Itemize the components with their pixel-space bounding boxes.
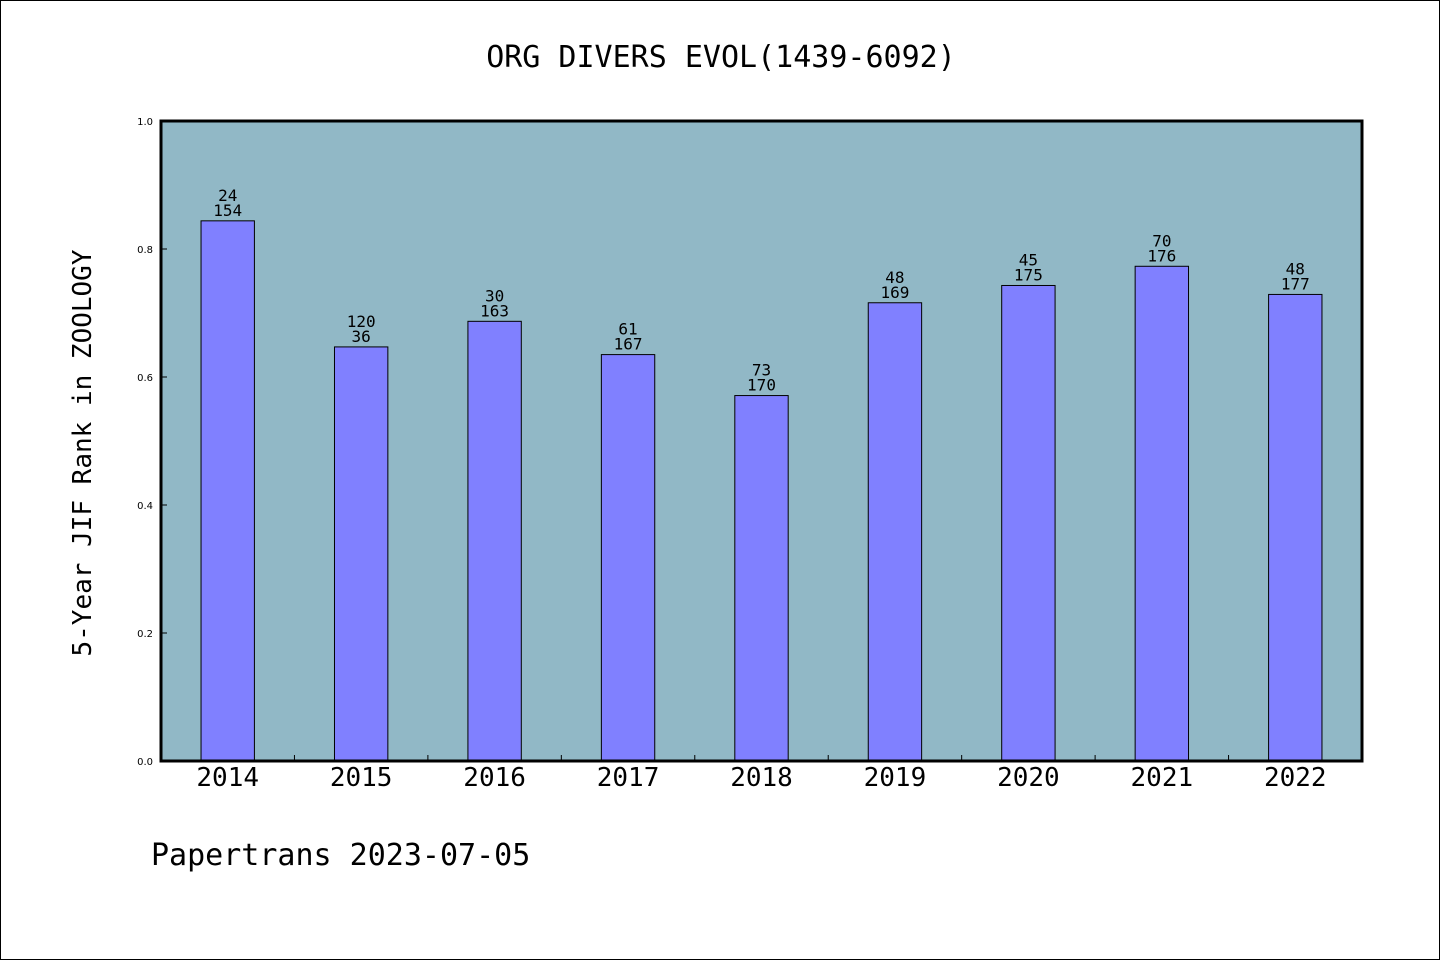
y-tick-label-0.0: 0.0	[137, 757, 153, 768]
bar-2021	[1134, 265, 1190, 762]
chart-title: ORG DIVERS EVOL(1439-6092)	[486, 40, 956, 75]
bar-label-bottom-2015: 36	[352, 327, 371, 346]
y-tick-label-0.2: 0.2	[137, 629, 153, 640]
bar-label-bottom-2018: 170	[747, 376, 776, 395]
bar-label-top-2021: 70	[1152, 231, 1171, 250]
x-tick-label-2015: 2015	[330, 763, 393, 793]
y-tick-label-0.8: 0.8	[137, 245, 153, 256]
bar-2022	[1268, 293, 1323, 762]
bar-label-bottom-2019: 169	[880, 283, 909, 302]
bar-label-top-2016: 30	[485, 286, 504, 305]
bar-label-top-2020: 45	[1019, 250, 1038, 269]
bar-label-top-2022: 48	[1286, 259, 1305, 278]
bar-2016	[467, 320, 522, 762]
x-tick-label-2014: 2014	[196, 763, 259, 793]
bar-2014	[200, 220, 255, 762]
y-tick-label-1.0: 1.0	[137, 117, 153, 128]
x-tick-label-2016: 2016	[463, 763, 526, 793]
y-axis-label: 5-Year JIF Rank in ZOOLOGY	[68, 249, 98, 656]
bar-2018	[734, 395, 789, 762]
plot-border	[159, 119, 1364, 763]
x-tick-label-2019: 2019	[864, 763, 927, 793]
x-tick-label-2018: 2018	[730, 763, 793, 793]
bar-label-top-2018: 73	[752, 361, 771, 380]
bar-2019	[867, 302, 923, 762]
x-tick-label-2022: 2022	[1264, 763, 1327, 793]
bar-label-bottom-2022: 177	[1281, 274, 1310, 293]
x-tick-label-2021: 2021	[1131, 763, 1194, 793]
bar-labels-layer: 2415412036301636116773170481694517570176…	[213, 186, 1309, 395]
bar-label-top-2014: 24	[218, 186, 237, 205]
y-tick-label-0.6: 0.6	[137, 373, 153, 384]
ticks-layer: 2014 2015 2016 2017 2018 2019 2020 2021 2022 0.0 0…	[137, 117, 1326, 793]
x-tick-label-2020: 2020	[997, 763, 1060, 793]
bar-label-bottom-2021: 176	[1147, 246, 1176, 265]
bar-2020	[1001, 284, 1056, 762]
bar-2015	[333, 346, 389, 762]
y-tick-label-0.4: 0.4	[137, 501, 153, 512]
bar-label-top-2019: 48	[885, 268, 904, 287]
bar-label-bottom-2014: 154	[213, 201, 242, 220]
bar-label-bottom-2016: 163	[480, 301, 509, 320]
x-tick-label-2017: 2017	[597, 763, 660, 793]
bar-label-bottom-2020: 175	[1014, 265, 1043, 284]
bar-label-bottom-2017: 167	[614, 335, 643, 354]
bar-label-top-2017: 61	[618, 320, 637, 339]
footer-timestamp: Papertrans 2023-07-05	[151, 838, 530, 873]
bar-label-top-2015: 120	[347, 312, 376, 331]
bars-layer	[200, 220, 1323, 762]
bar-2017	[600, 354, 656, 762]
